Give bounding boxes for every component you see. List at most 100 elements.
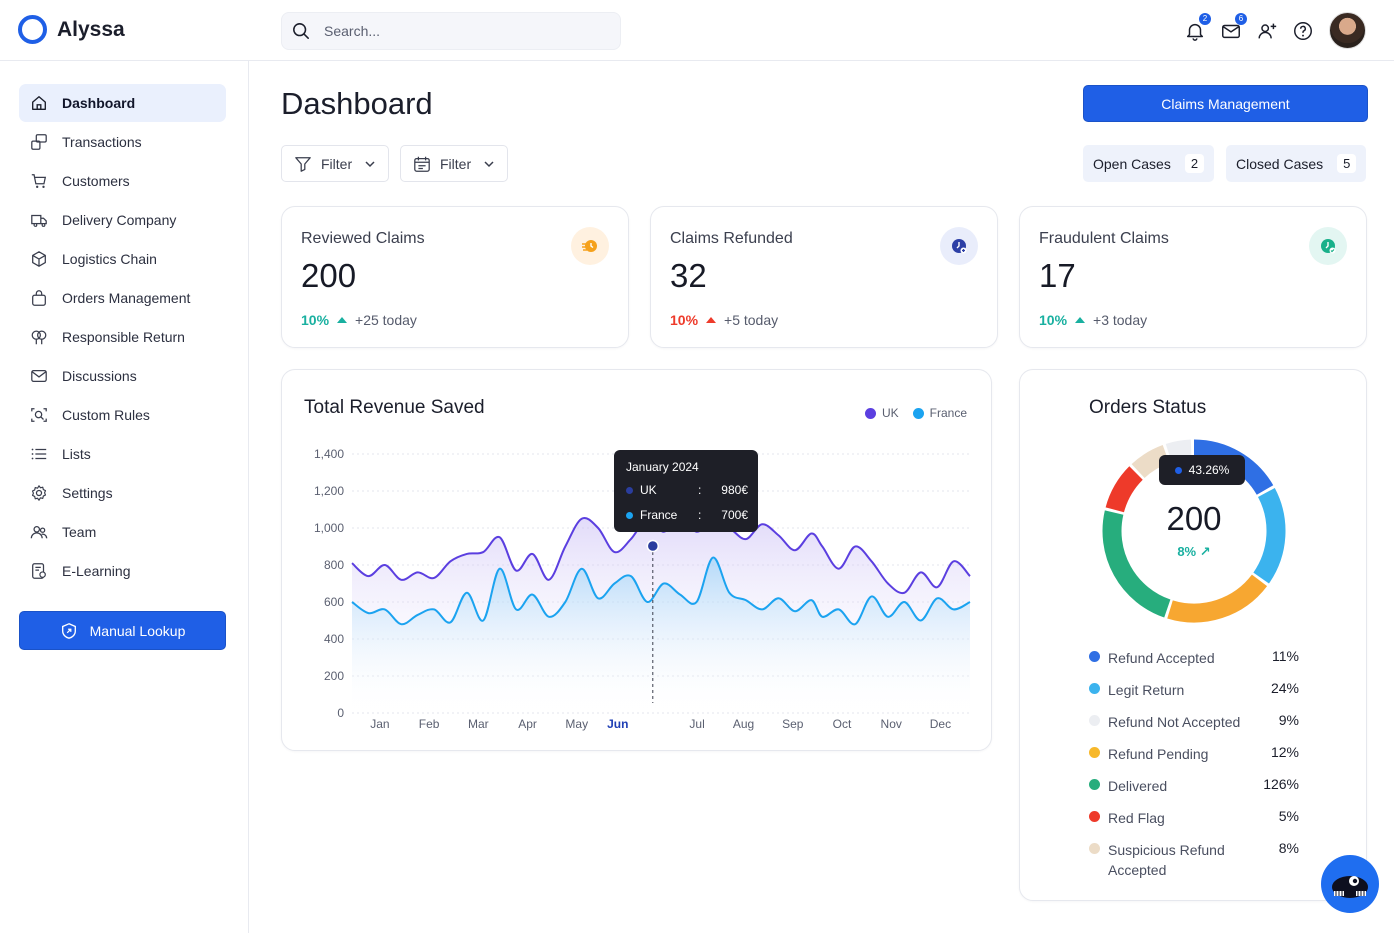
sidebar-item-discussions[interactable]: Discussions — [19, 357, 226, 395]
app-logo[interactable]: Alyssa — [18, 15, 125, 44]
sidebar-item-orders-management[interactable]: Orders Management — [19, 279, 226, 317]
stat-percent: 10% — [301, 312, 330, 328]
x-tick-label: May — [565, 717, 588, 731]
bell-icon — [1186, 23, 1204, 41]
stat-today: +5 today — [724, 312, 779, 328]
transactions-icon — [31, 134, 47, 150]
sidebar-item-delivery-company[interactable]: Delivery Company — [19, 201, 226, 239]
sidebar-item-label: Transactions — [62, 134, 142, 150]
tooltip-row-france: France : 700€ — [626, 508, 748, 522]
sidebar-item-responsible-return[interactable]: Responsible Return — [19, 318, 226, 356]
closed-cases-label: Closed Cases — [1236, 155, 1324, 172]
top-header: Alyssa 2 6 — [0, 0, 1394, 61]
stat-trend: 10% +25 today — [301, 312, 417, 328]
clock-list-icon — [571, 227, 609, 265]
series-line-france — [351, 556, 971, 626]
legend-dot — [1089, 811, 1100, 822]
donut-tooltip: 43.26% — [1159, 455, 1245, 485]
tooltip-dot — [626, 486, 633, 494]
header-actions: 2 6 — [1171, 12, 1366, 49]
search-input[interactable] — [324, 23, 604, 39]
sidebar-item-customers[interactable]: Customers — [19, 162, 226, 200]
sidebar-item-settings[interactable]: Settings — [19, 474, 226, 512]
chat-assistant-button[interactable] — [1321, 855, 1379, 913]
sidebar-item-logistics-chain[interactable]: Logistics Chain — [19, 240, 226, 278]
notification-button[interactable]: 2 — [1183, 12, 1211, 43]
x-tick-label: Jul — [689, 717, 704, 731]
filter-button-funnel[interactable]: Filter — [281, 145, 390, 182]
filter-button-calendar[interactable]: Filter — [400, 145, 509, 182]
legend-value: 126% — [1263, 776, 1299, 792]
stat-today: +3 today — [1093, 312, 1148, 328]
x-tick-label: Dec — [930, 717, 951, 731]
messages-button[interactable]: 6 — [1219, 12, 1247, 43]
sidebar-item-lists[interactable]: Lists — [19, 435, 226, 473]
orders-status-title: Orders Status — [1089, 397, 1207, 418]
open-cases-label: Open Cases — [1093, 155, 1171, 172]
donut-segment[interactable] — [1102, 510, 1171, 618]
sidebar-item-custom-rules[interactable]: Custom Rules — [19, 396, 226, 434]
manual-lookup-button[interactable]: Manual Lookup — [19, 611, 226, 650]
legend-value: 9% — [1278, 712, 1299, 728]
mascot-icon — [1332, 876, 1368, 898]
page-title: Dashboard — [281, 86, 433, 121]
list-icon — [31, 448, 47, 460]
donut-center-percent: 8% ↗ — [1020, 544, 1368, 560]
chevron-down-icon — [484, 160, 494, 167]
stat-percent: 10% — [670, 312, 699, 328]
sidebar-item-dashboard[interactable]: Dashboard — [19, 84, 226, 122]
shield-icon — [61, 622, 76, 639]
notification-badge: 2 — [1199, 12, 1211, 25]
sidebar-item-label: Delivery Company — [62, 212, 177, 228]
claims-management-button[interactable]: Claims Management — [1083, 85, 1368, 122]
revenue-chart[interactable]: 1,400 1,200 1,000 800 600 400 200 0 Jan Feb Mar Apr… — [282, 370, 993, 752]
x-tick-label: Jan — [370, 717, 389, 731]
app-name: Alyssa — [57, 17, 125, 41]
box-icon — [32, 251, 46, 267]
y-tick-label: 200 — [324, 669, 344, 683]
closed-cases-pill[interactable]: Closed Cases 5 — [1226, 145, 1367, 182]
y-tick-label: 0 — [337, 706, 344, 720]
legend-value: 11% — [1272, 648, 1299, 664]
sidebar-item-label: Discussions — [62, 368, 137, 384]
help-button[interactable] — [1291, 19, 1315, 43]
donut-segment[interactable] — [1167, 574, 1268, 623]
donut-segment[interactable] — [1165, 439, 1192, 463]
sidebar-item-label: Customers — [62, 173, 130, 189]
sidebar-item-label: Logistics Chain — [62, 251, 157, 267]
legend-dot — [1089, 747, 1100, 758]
add-user-button[interactable] — [1255, 19, 1279, 43]
donut-tooltip-value: 43.26% — [1188, 463, 1230, 477]
x-tick-label: Apr — [518, 717, 537, 731]
tooltip-row-uk: UK : 980€ — [626, 483, 748, 497]
sidebar-item-label: Responsible Return — [62, 329, 185, 345]
home-icon — [32, 96, 46, 110]
chart-title: Total Revenue Saved — [304, 397, 485, 418]
sidebar-item-team[interactable]: Team — [19, 513, 226, 551]
funnel-icon — [295, 156, 311, 172]
user-avatar[interactable] — [1329, 12, 1366, 49]
stat-card-claims-refunded: Claims Refunded 32 10% +5 today — [650, 206, 998, 348]
donut-segment[interactable] — [1253, 488, 1286, 584]
legend-item-uk[interactable]: UK — [864, 406, 899, 420]
search-icon — [293, 23, 309, 39]
sidebar-item-e-learning[interactable]: E-Learning — [19, 552, 226, 590]
y-tick-label: 600 — [324, 595, 344, 609]
legend-name: Suspicious Refund Accepted — [1108, 842, 1225, 878]
orders-status-donut[interactable] — [1020, 370, 1368, 640]
leaf-icon — [31, 330, 47, 345]
sidebar-item-transactions[interactable]: Transactions — [19, 123, 226, 161]
stat-label: Fraudulent Claims — [1039, 230, 1169, 247]
open-cases-pill[interactable]: Open Cases 2 — [1083, 145, 1215, 182]
donut-segment[interactable] — [1105, 466, 1143, 513]
hover-point[interactable] — [646, 539, 660, 553]
legend-label: UK — [881, 406, 899, 420]
x-tick-label: Oct — [833, 717, 852, 731]
chart-legend: UK France — [851, 406, 967, 420]
legend-value: 5% — [1278, 808, 1299, 824]
truck-icon — [31, 214, 47, 227]
legend-item-france[interactable]: France — [912, 406, 967, 420]
filter-label: Filter — [440, 155, 472, 172]
donut-segment[interactable] — [1131, 445, 1170, 479]
stat-value: 17 — [1039, 257, 1076, 294]
